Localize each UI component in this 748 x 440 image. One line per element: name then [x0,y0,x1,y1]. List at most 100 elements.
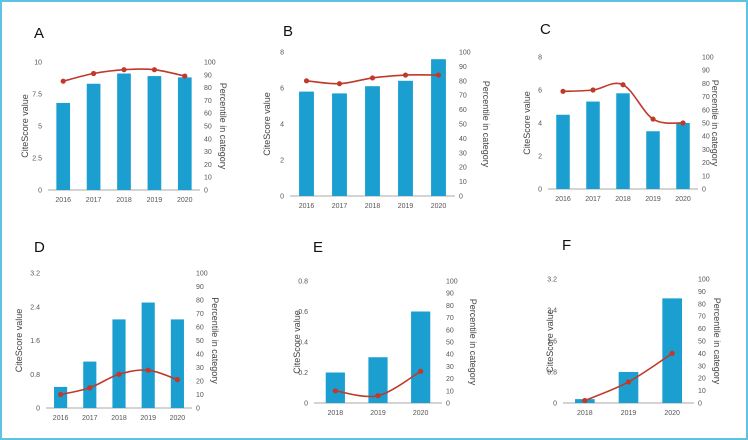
y2-tick-label: 0 [446,401,450,408]
y2-tick-label: 80 [459,78,467,85]
y2-tick-label: 80 [446,303,454,310]
y2-tick-label: 50 [204,124,212,131]
y2-tick-label: 60 [446,327,454,334]
y2-tick-label: 0 [698,401,702,408]
bar [83,361,97,408]
percentile-point [336,81,343,87]
percentile-point [402,72,409,78]
bar [618,372,639,403]
y-tick-label: 6 [280,86,284,93]
bar [646,131,660,189]
y2-tick-label: 40 [459,136,467,143]
y-tick-label: 0 [304,401,308,408]
percentile-point [590,87,596,93]
bar [616,93,630,189]
y2-axis-title: Percentile in category [210,297,220,384]
bar [431,59,446,197]
x-tick-label: 2020 [177,197,193,204]
y2-tick-label: 70 [702,94,710,101]
y2-tick-label: 0 [196,406,200,413]
y2-tick-label: 20 [459,165,467,172]
percentile-point [375,393,381,399]
y-tick-label: 6 [538,88,542,95]
x-tick-label: 2019 [645,196,661,203]
percentile-point [560,88,566,94]
y-tick-label: 2.4 [30,304,40,311]
y2-tick-label: 20 [702,160,710,167]
y-tick-label: 3.2 [30,271,40,278]
bar [676,123,690,189]
y-axis-title: CiteScore value [292,310,302,374]
panel-label: F [562,237,571,254]
y2-tick-label: 10 [459,179,467,186]
x-tick-label: 2018 [577,410,593,417]
bar [365,86,380,196]
bar [112,319,126,408]
y2-tick-label: 100 [702,55,714,62]
x-tick-label: 2020 [664,410,680,417]
chart-panel-a: A02.557.5100102030405060708090100CiteSco… [20,25,228,204]
percentile-point [116,371,122,377]
x-tick-label: 2017 [332,203,348,210]
x-tick-label: 2018 [116,197,132,204]
y2-tick-label: 70 [459,93,467,100]
y2-tick-label: 100 [698,277,710,284]
y2-tick-label: 90 [446,291,454,298]
chart-panel-f: F 0 0.8 1.6 2.4 3.2 0 10 20 30 40 50 60 70 80 90 100 Cite… [545,237,722,417]
y-tick-label: 8 [538,55,542,62]
y-tick-label: 0.8 [298,279,308,286]
y2-tick-label: 50 [446,340,454,347]
panel-label: A [34,25,44,42]
bar [368,357,388,403]
percentile-point [582,397,588,404]
x-tick-label: 2020 [675,196,691,203]
bar [147,76,162,190]
panel-label: E [313,239,323,256]
y2-tick-label: 10 [702,173,710,180]
y-axis-title: CiteScore value [14,309,24,373]
percentile-point [182,73,188,79]
bar [556,114,570,189]
x-tick-label: 2019 [398,203,414,210]
y2-tick-label: 10 [196,392,204,399]
panel-label: B [283,23,293,40]
y2-tick-label: 80 [196,298,204,305]
x-tick-label: 2018 [365,203,381,210]
x-tick-label: 2016 [299,203,315,210]
x-tick-label: 2018 [328,410,344,417]
y2-tick-label: 70 [446,315,454,322]
bar [54,386,68,408]
percentile-point [332,388,338,394]
y2-tick-label: 60 [698,326,706,333]
percentile-point [303,78,310,84]
bar [141,302,155,408]
y-axis-title: CiteScore value [545,309,555,373]
percentile-point [60,78,66,84]
x-tick-label: 2019 [370,410,386,417]
y2-axis-title: Percentile in category [468,299,478,386]
y2-tick-label: 60 [459,107,467,114]
y2-tick-label: 20 [196,379,204,386]
y2-tick-label: 10 [698,388,706,395]
y2-tick-label: 0 [204,188,208,195]
percentile-point [625,379,632,385]
y2-tick-label: 100 [459,50,471,57]
y-tick-label: 8 [280,50,284,57]
y-tick-label: 0 [538,187,542,194]
y2-tick-label: 40 [204,136,212,143]
x-tick-label: 2017 [82,415,98,422]
x-tick-label: 2018 [111,415,127,422]
y2-axis-title: Percentile in category [710,80,720,167]
y-tick-label: 1.6 [30,338,40,345]
y2-tick-label: 50 [698,339,706,346]
bar [586,101,600,189]
x-tick-label: 2020 [170,415,186,422]
percentile-point [174,377,180,383]
chart-panel-d: D 0 0.8 1.6 2.4 3.2 0 10 20 30 40 50 60 70 80 90 100 Cite… [14,239,220,422]
percentile-point [369,75,376,81]
y-tick-label: 0 [553,401,557,408]
x-tick-label: 2016 [555,196,571,203]
percentile-point [151,67,157,73]
